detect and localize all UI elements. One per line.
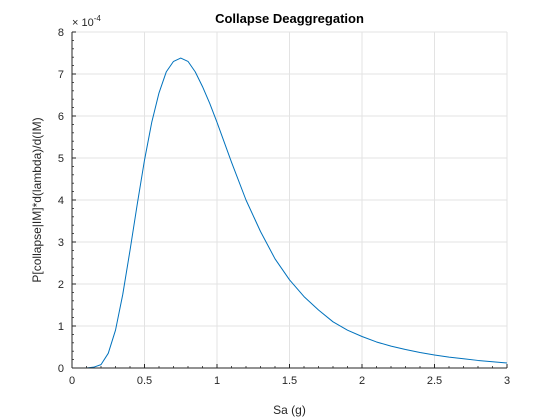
x-tick-label: 3 — [504, 375, 510, 387]
y-tick-label: 2 — [58, 279, 64, 291]
y-tick-label: 5 — [58, 153, 64, 165]
y-exponent-power: -4 — [94, 14, 102, 23]
y-tick-label: 3 — [58, 237, 64, 249]
x-tick-label: 1 — [214, 375, 220, 387]
x-tick-label: 0.5 — [137, 375, 152, 387]
x-tick-label: 2.5 — [427, 375, 442, 387]
y-axis-label: P[collapse|IM]*d(lambda)/d(IM) — [30, 117, 44, 282]
x-tick-label: 2 — [359, 375, 365, 387]
x-axis-label: Sa (g) — [273, 403, 306, 417]
y-exponent-base: × 10 — [72, 17, 94, 29]
axes-layer: 0 0.5 1 1.5 2 2.5 3 0 1 2 3 4 5 6 7 8 — [58, 27, 510, 387]
y-tick-label: 0 — [58, 363, 64, 375]
y-tick-label: 6 — [58, 111, 64, 123]
series-line — [86, 57, 508, 369]
y-exponent-label: × 10-4 — [72, 14, 101, 29]
y-tick-label: 8 — [58, 27, 64, 39]
x-tick-label: 1.5 — [282, 375, 297, 387]
y-tick-label: 1 — [58, 321, 64, 333]
y-tick-label: 7 — [58, 69, 64, 81]
chart-title: Collapse Deaggregation — [215, 11, 364, 26]
x-tick-label: 0 — [69, 375, 75, 387]
series-layer — [86, 57, 508, 369]
y-tick-label: 4 — [58, 195, 64, 207]
